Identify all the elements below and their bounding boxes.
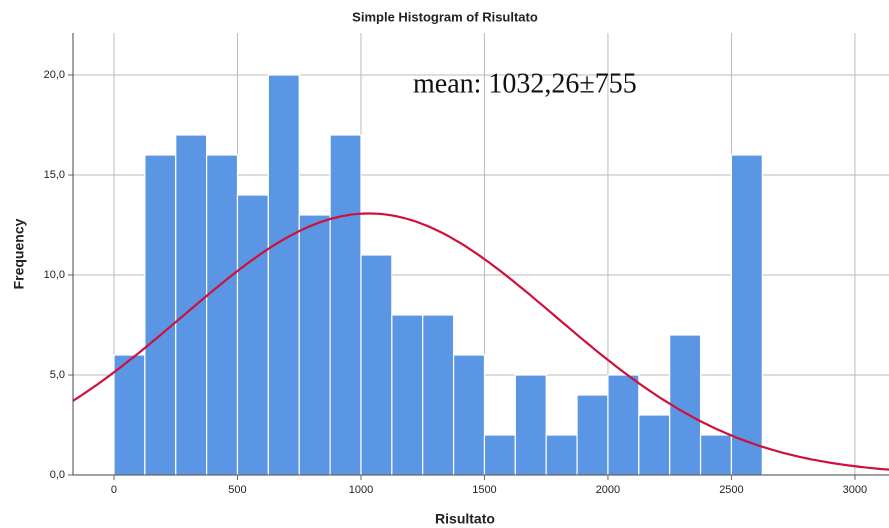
x-tick-label: 0 [111,484,117,496]
bar [267,74,300,476]
y-tick-label: 0,0 [50,469,65,481]
bar [360,254,393,476]
bar [699,434,733,476]
x-tick-label: 3000 [843,484,867,496]
y-axis-title: Frequency [11,218,27,289]
bar [669,334,702,476]
y-tick-label: 5,0 [50,369,65,381]
bar [329,134,362,476]
annotation: mean: 1032,26±755 [413,68,637,99]
bar [144,154,177,476]
x-tick-label: 2500 [719,484,743,496]
bar [113,354,146,476]
normal-curve [73,212,889,471]
x-tick-label: 500 [228,484,246,496]
y-tick-label: 15,0 [44,169,65,181]
x-tick-label: 1500 [472,484,496,496]
x-axis-title: Risultato [435,511,495,527]
bar [576,394,609,476]
bar [483,434,516,476]
bar [730,154,763,476]
bar [236,194,269,476]
bar [638,414,671,476]
y-tick-label: 20,0 [44,69,65,81]
x-tick-label: 2000 [596,484,620,496]
bar [452,354,486,476]
bar [391,314,424,476]
bar [206,154,239,476]
bar [175,134,208,476]
x-tick-label: 1000 [349,484,373,496]
bar [514,374,547,476]
chart-title: Simple Histogram of Risultato [352,9,538,24]
y-tick-label: 10,0 [44,269,65,281]
bar [298,214,331,476]
bar [545,434,578,476]
bar [422,314,455,476]
bar [607,374,640,476]
